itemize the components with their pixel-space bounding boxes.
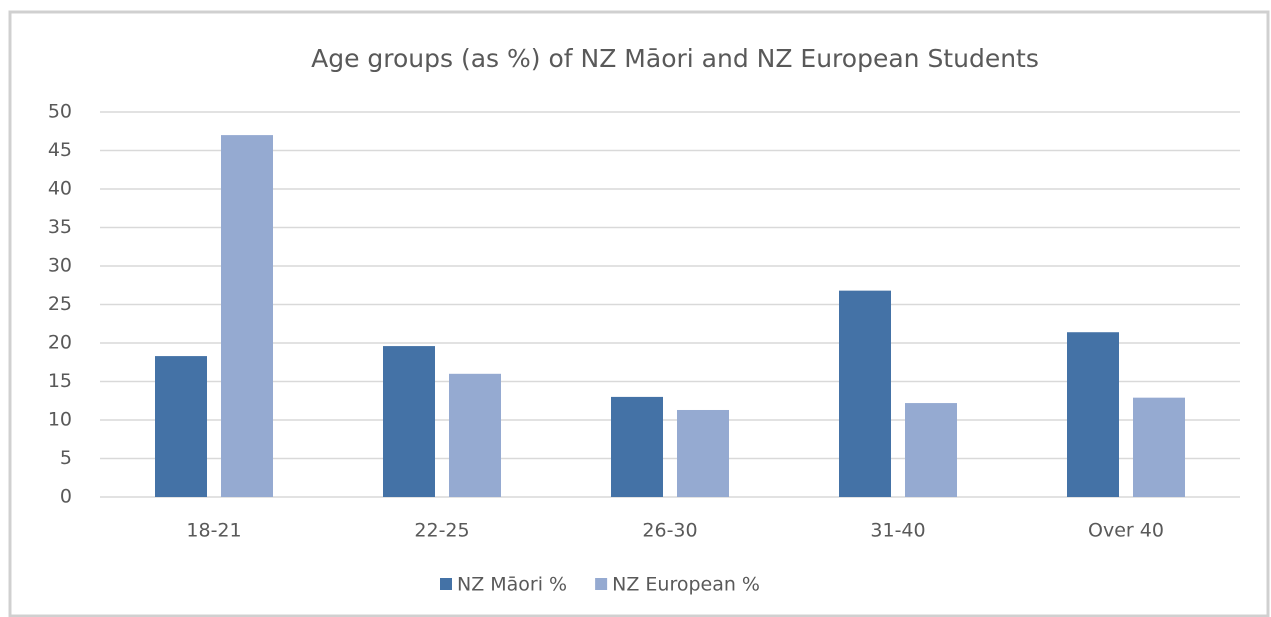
bar [1133, 397, 1185, 497]
legend-label: NZ European % [612, 574, 760, 596]
bar [611, 396, 663, 497]
y-tick-label: 5 [60, 447, 72, 469]
bar [1067, 332, 1119, 497]
x-tick-label: 26-30 [642, 520, 697, 542]
y-tick-label: 15 [48, 370, 72, 392]
bar [677, 409, 729, 497]
x-tick-label: 31-40 [870, 520, 925, 542]
y-tick-label: 25 [48, 293, 72, 315]
y-tick-label: 20 [48, 332, 72, 354]
y-tick-label: 50 [48, 101, 72, 123]
chart-title: Age groups (as %) of NZ Māori and NZ Eur… [311, 44, 1039, 73]
legend-label: NZ Māori % [457, 574, 567, 596]
x-tick-label: 18-21 [186, 520, 241, 542]
y-tick-label: 40 [48, 178, 72, 200]
x-tick-label: 22-25 [414, 520, 469, 542]
bar [221, 135, 273, 497]
x-tick-label: Over 40 [1088, 520, 1164, 542]
bar [383, 346, 435, 497]
bar [155, 356, 207, 497]
bar [449, 373, 501, 497]
legend-swatch [595, 578, 608, 590]
y-tick-label: 10 [48, 409, 72, 431]
bar [905, 403, 957, 497]
y-tick-label: 35 [48, 216, 72, 238]
y-tick-label: 0 [60, 486, 72, 508]
y-tick-label: 30 [48, 255, 72, 277]
bar [839, 290, 891, 497]
legend-swatch [440, 578, 452, 590]
y-tick-label: 45 [48, 139, 72, 161]
